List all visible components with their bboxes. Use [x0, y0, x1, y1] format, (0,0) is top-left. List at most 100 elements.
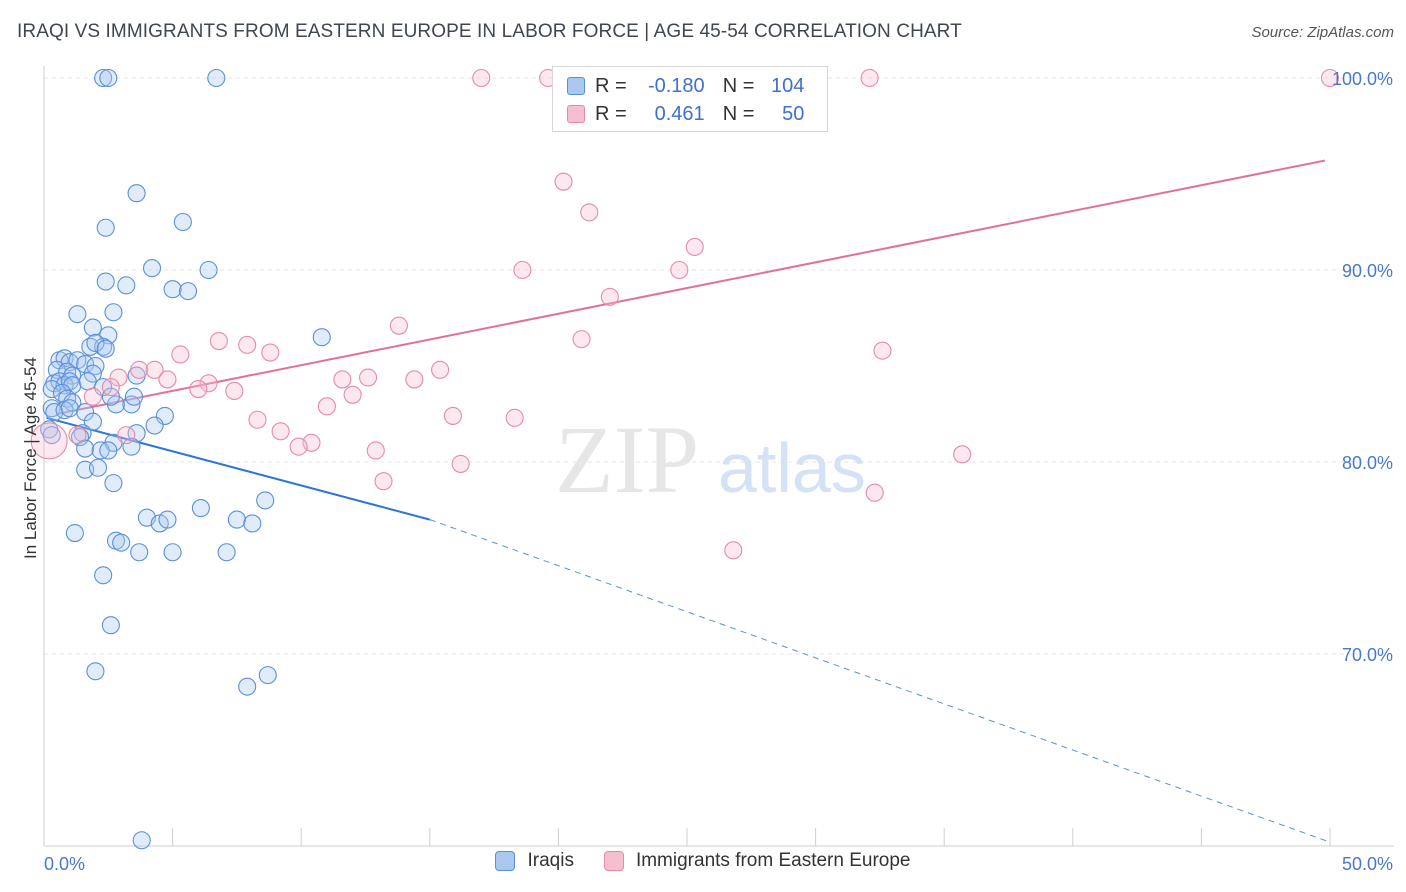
point-iraqis: [207, 68, 226, 88]
n-value: 104: [771, 74, 805, 97]
point-iraqis: [96, 218, 115, 237]
r-value: 0.461: [654, 102, 705, 125]
point-eastern-europe: [83, 387, 102, 406]
point-iraqis: [65, 523, 84, 543]
point-iraqis: [99, 441, 118, 460]
point-iraqis: [243, 514, 262, 533]
point-eastern-europe: [68, 426, 87, 445]
point-eastern-europe: [724, 541, 743, 560]
point-iraqis: [83, 412, 102, 431]
point-iraqis: [101, 387, 120, 406]
stats-row-iraqis: R = -0.180 N = 104: [567, 73, 804, 99]
point-iraqis: [163, 543, 182, 562]
point-iraqis: [142, 259, 162, 278]
point-iraqis: [199, 260, 218, 280]
point-iraqis: [112, 533, 131, 552]
point-eastern-europe: [431, 360, 450, 379]
stats-row-eastern-europe: R = 0.461 N = 50: [567, 101, 804, 127]
point-eastern-europe: [359, 368, 378, 387]
axes: [43, 66, 1394, 847]
r-value: -0.180: [647, 74, 705, 97]
point-eastern-europe: [289, 437, 308, 456]
point-iraqis: [173, 212, 192, 232]
watermark-atlas: atlas: [718, 429, 866, 507]
legend-swatch-iraqis: [495, 851, 516, 871]
point-eastern-europe: [130, 360, 149, 379]
point-eastern-europe: [199, 374, 218, 393]
point-iraqis: [163, 280, 182, 299]
point-eastern-europe: [405, 370, 424, 389]
point-iraqis: [101, 616, 120, 635]
point-iraqis: [122, 437, 141, 456]
y-tick-label: 70.0%: [1342, 645, 1393, 665]
point-eastern-europe: [860, 68, 879, 88]
stats-box: R = -0.180 N = 104 R = 0.461 N = 50: [552, 66, 828, 132]
point-iraqis: [178, 282, 198, 301]
y-tick-label: 80.0%: [1342, 453, 1393, 473]
x-tick-label: 0.0%: [44, 854, 85, 874]
point-iraqis: [68, 305, 87, 324]
point-eastern-europe: [443, 406, 462, 425]
trend-line-eastern-europe: [56, 159, 1326, 415]
point-iraqis: [42, 426, 61, 445]
point-eastern-europe: [865, 483, 884, 502]
point-eastern-europe: [580, 203, 599, 222]
stats-swatch-iraqis: [567, 77, 585, 95]
point-iraqis: [130, 543, 149, 562]
legend-item-iraqis[interactable]: Iraqis: [495, 850, 574, 872]
point-eastern-europe: [472, 68, 491, 88]
legend-swatch-eastern-europe: [603, 851, 624, 871]
point-eastern-europe: [171, 345, 190, 364]
point-eastern-europe: [505, 408, 524, 427]
point-iraqis: [238, 677, 257, 696]
point-eastern-europe: [1320, 68, 1340, 88]
point-iraqis: [78, 372, 97, 391]
point-iraqis: [127, 184, 146, 203]
point-eastern-europe: [209, 331, 228, 351]
point-iraqis: [94, 68, 113, 88]
point-iraqis: [96, 272, 115, 291]
point-eastern-europe: [101, 378, 120, 397]
point-eastern-europe: [30, 422, 68, 460]
point-eastern-europe: [600, 287, 619, 306]
point-iraqis: [70, 427, 90, 447]
point-eastern-europe: [953, 445, 972, 464]
point-eastern-europe: [873, 341, 892, 360]
point-eastern-europe: [451, 454, 470, 473]
point-iraqis: [158, 510, 177, 529]
point-iraqis: [76, 403, 95, 422]
point-eastern-europe: [366, 441, 385, 460]
point-eastern-europe: [374, 472, 393, 491]
point-iraqis: [191, 499, 210, 518]
point-iraqis: [94, 566, 113, 585]
point-eastern-europe: [513, 260, 532, 280]
data-points: [30, 68, 1340, 850]
point-iraqis: [145, 416, 164, 435]
point-eastern-europe: [145, 360, 164, 379]
point-eastern-europe: [685, 237, 704, 257]
point-iraqis: [124, 387, 144, 406]
point-eastern-europe: [333, 370, 352, 389]
point-iraqis: [86, 662, 105, 681]
x-tick-label: 50.0%: [1342, 854, 1393, 874]
y-tick-label: 90.0%: [1342, 261, 1393, 281]
stats-swatch-eastern-europe: [567, 105, 585, 123]
point-iraqis: [76, 439, 95, 458]
point-iraqis: [91, 441, 110, 460]
point-eastern-europe: [117, 426, 136, 445]
point-eastern-europe: [225, 381, 244, 401]
y-axis-title: In Labor Force | Age 45-54: [21, 357, 40, 559]
chart-title: IRAQI VS IMMIGRANTS FROM EASTERN EUROPE …: [17, 21, 962, 42]
point-iraqis: [258, 666, 277, 685]
r-label: R =: [595, 74, 627, 97]
source-label: Source: ZipAtlas.com: [1251, 24, 1394, 41]
r-label: R =: [595, 102, 627, 125]
point-eastern-europe: [189, 379, 208, 399]
point-iraqis: [312, 328, 331, 347]
legend-item-eastern-europe[interactable]: Immigrants from Eastern Europe: [603, 850, 911, 872]
point-eastern-europe: [271, 422, 290, 441]
legend-label-eastern-europe: Immigrants from Eastern Europe: [635, 850, 911, 871]
point-eastern-europe: [109, 368, 128, 387]
tick-labels: 70.0% 80.0% 90.0% 100.0% 0.0% 50.0%: [44, 69, 1393, 874]
